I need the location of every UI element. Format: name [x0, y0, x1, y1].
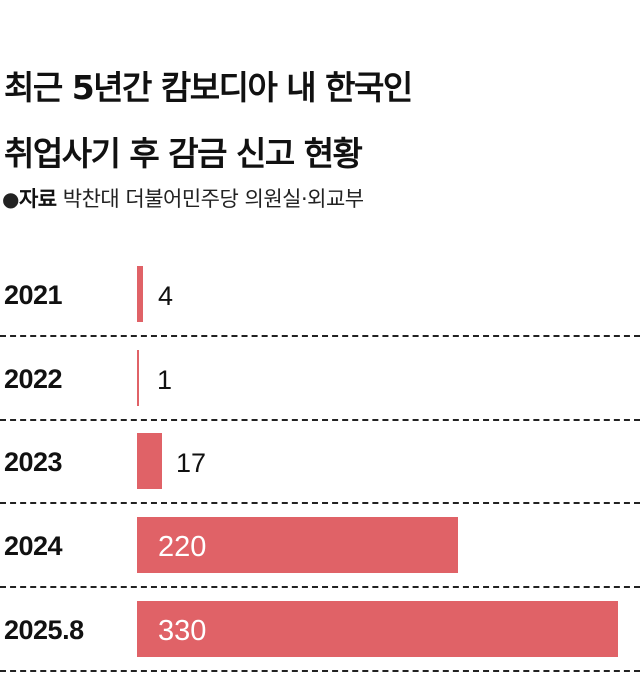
bar-row-2024: 2024 220 [0, 517, 640, 573]
year-label: 2025.8 [4, 615, 84, 645]
row-divider [0, 502, 640, 504]
bar-row-2021: 2021 4 [0, 266, 640, 322]
source-label: 자료 [18, 187, 57, 211]
row-divider [0, 586, 640, 588]
bullet-icon: ● [2, 187, 19, 211]
title-line-2: 취업사기 후 감금 신고 현황 [4, 134, 363, 173]
row-divider [0, 419, 640, 421]
value-label: 1 [157, 365, 173, 395]
bar [137, 433, 162, 489]
value-label: 17 [176, 448, 207, 478]
bar-row-2025-8: 2025.8 330 [0, 601, 640, 657]
year-label: 2022 [4, 364, 63, 394]
value-label: 4 [158, 281, 174, 311]
year-label: 2024 [4, 531, 63, 561]
year-label: 2021 [4, 280, 63, 310]
bar-row-2023: 2023 17 [0, 433, 640, 489]
value-label: 220 [158, 531, 207, 563]
bar [137, 601, 618, 657]
value-label: 330 [158, 615, 207, 647]
source-text: 박찬대 더불어민주당 의원실·외교부 [56, 187, 364, 211]
bar-row-2022: 2022 1 [0, 350, 640, 406]
year-label: 2023 [4, 447, 63, 477]
row-divider [0, 670, 640, 672]
bar [137, 266, 143, 322]
bar [137, 350, 139, 406]
bar [137, 517, 458, 573]
title-line-1: 최근 5년간 캄보디아 내 한국인 [4, 68, 413, 107]
source-note: ●자료 박찬대 더불어민주당 의원실·외교부 [2, 183, 364, 213]
row-divider [0, 335, 640, 337]
